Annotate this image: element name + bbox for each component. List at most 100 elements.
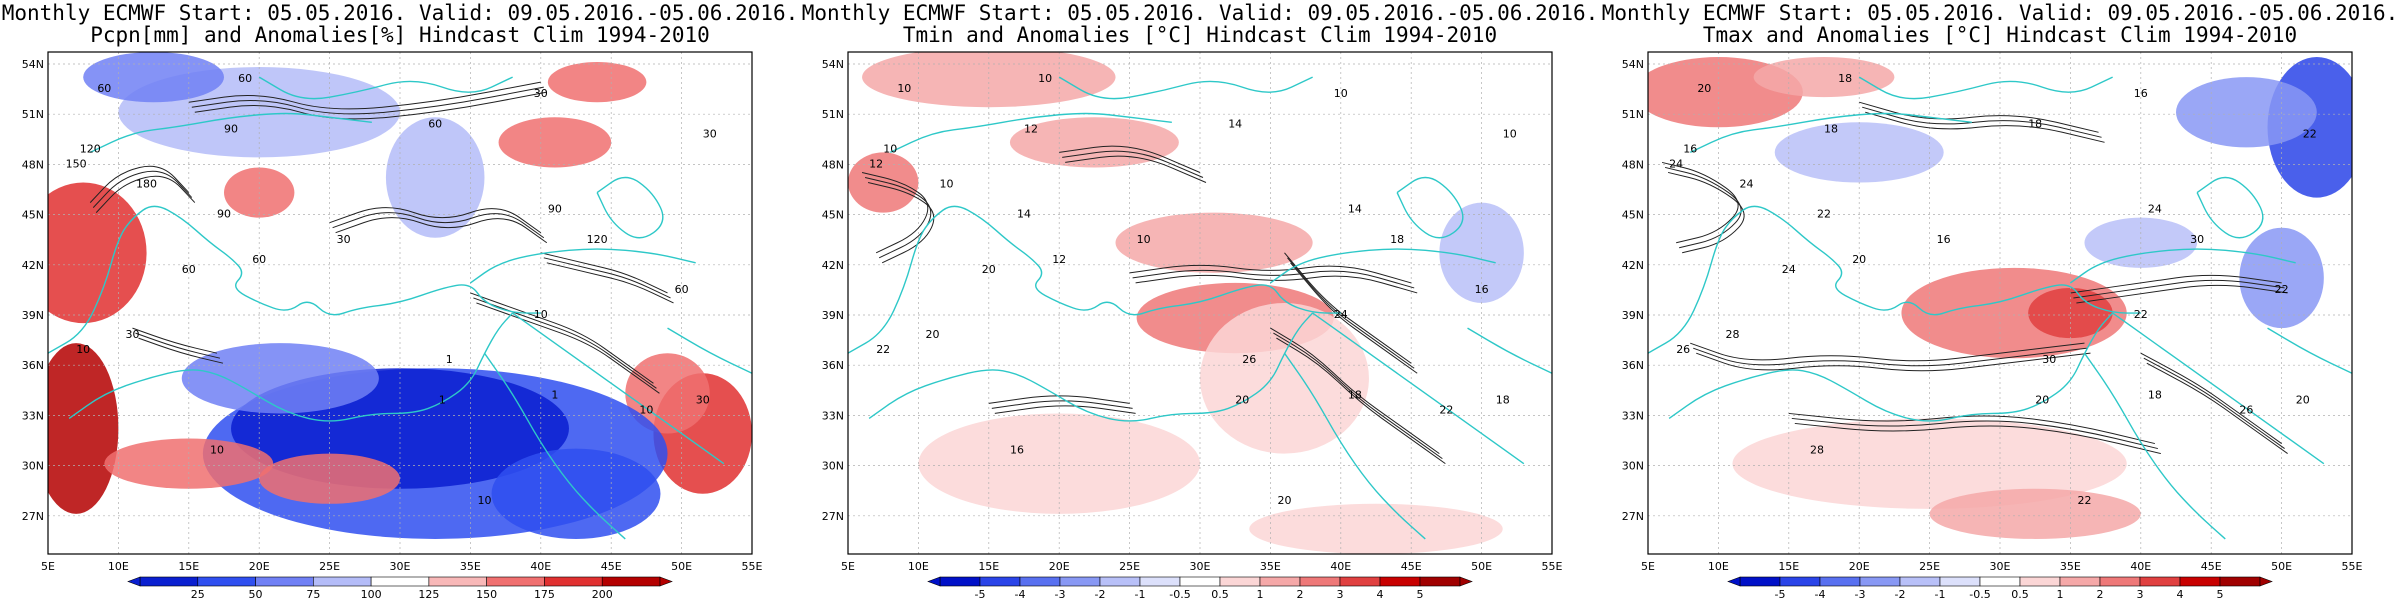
x-tick-label: 45E — [2201, 560, 2222, 573]
y-tick-label: 45N — [822, 209, 844, 222]
contour-label: 12 — [1052, 253, 1066, 266]
y-tick-label: 36N — [22, 359, 44, 372]
colorbar-segment — [1139, 576, 1181, 587]
contour-label: 30 — [2042, 353, 2056, 366]
colorbar-label: -2 — [1095, 588, 1106, 600]
contour-label: 30 — [337, 233, 351, 246]
contour-line — [1865, 111, 2105, 143]
x-tick-label: 45E — [601, 560, 622, 573]
x-tick-label: 45E — [1401, 560, 1422, 573]
anomaly-area — [48, 343, 119, 514]
coastline — [48, 205, 541, 354]
y-tick-label: 48N — [1622, 158, 1644, 171]
contour-line — [861, 171, 929, 254]
anomaly-area — [1753, 57, 1895, 98]
coastline — [68, 312, 514, 422]
contour-line — [994, 405, 1136, 414]
contour-line — [867, 181, 935, 264]
coastline — [1312, 312, 1525, 465]
map-tmax: 2018181624242220161816222430222428262230… — [1622, 51, 2363, 600]
contour-label: 150 — [66, 157, 87, 170]
contour-label: 90 — [217, 208, 231, 221]
colorbar-segment — [1939, 576, 1981, 587]
contour-line — [95, 175, 196, 213]
contour-label: 60 — [182, 263, 196, 276]
panel-title-line1: Monthly ECMWF Start: 05.05.2016. Valid: … — [801, 1, 1599, 25]
coastline — [667, 327, 752, 374]
coastline — [889, 112, 1172, 154]
anomaly-area — [547, 62, 647, 103]
x-tick-label: 30E — [1190, 560, 1211, 573]
colorbar-arrow-left — [927, 576, 941, 587]
coastline — [1668, 312, 2114, 422]
y-tick-label: 27N — [22, 510, 44, 523]
y-tick-label: 39N — [22, 309, 44, 322]
x-tick-label: 5E — [1641, 560, 1655, 573]
colorbar-label: 175 — [534, 588, 555, 600]
coastline — [868, 312, 1314, 422]
contour-label: 120 — [587, 233, 608, 246]
colorbar-segment — [1859, 576, 1901, 587]
contour-line — [2143, 357, 2285, 449]
colorbar-segment — [370, 576, 430, 587]
panel-tmin: Monthly ECMWF Start: 05.05.2016. Valid: … — [800, 0, 1600, 600]
contour-label: 24 — [1740, 178, 1754, 191]
contour-label: 18 — [2028, 117, 2042, 130]
anomaly-area — [48, 182, 147, 324]
contour-label: 10 — [1137, 233, 1151, 246]
contour-label: 120 — [80, 142, 101, 155]
contour-line — [1693, 347, 2088, 367]
colorbar-segment — [1179, 576, 1221, 587]
coastline — [1269, 248, 1496, 284]
y-tick-label: 48N — [22, 158, 44, 171]
contour-label: 18 — [2148, 388, 2162, 401]
colorbar-segment — [1819, 576, 1861, 587]
y-tick-label: 39N — [1622, 309, 1644, 322]
colorbar-label: -1 — [1135, 588, 1146, 600]
contour-line — [1065, 155, 1207, 183]
x-tick-label: 55E — [742, 560, 763, 573]
contour-line — [1287, 257, 1415, 369]
coastline — [848, 205, 1341, 354]
contours — [89, 81, 674, 394]
contour-label: 30 — [2190, 233, 2204, 246]
y-tick-label: 51N — [1622, 108, 1644, 121]
colorbar-segment — [979, 576, 1021, 587]
x-tick-label: 40E — [1330, 560, 1351, 573]
map-tmin: 1010121012101412101410101418162020222426… — [822, 51, 1563, 600]
contour-label: 18 — [1390, 233, 1404, 246]
y-tick-label: 36N — [822, 359, 844, 372]
contour-line — [92, 170, 193, 208]
colorbar: -5 -4 -3 -2 -1 -0.5 0.5 1 2 3 4 5 — [1727, 576, 2273, 600]
contour-line — [1661, 161, 1739, 244]
contour-line — [546, 262, 674, 304]
colorbar-arrow-left — [127, 576, 141, 587]
colorbar-segment — [1779, 576, 1821, 587]
contour-label: 16 — [1475, 283, 1489, 296]
y-tick-label: 30N — [1622, 460, 1644, 473]
colorbar: 25 50 75 100 125 150 175 200 — [127, 576, 673, 600]
x-tick-label: 30E — [1990, 560, 2011, 573]
contour-label: 60 — [252, 253, 266, 266]
contour-label: 10 — [1334, 87, 1348, 100]
contour-line — [2073, 279, 2285, 299]
x-tick-label: 20E — [249, 560, 270, 573]
colorbar-segment — [313, 576, 372, 587]
colorbar-arrow-right — [659, 576, 673, 587]
panel-title-line1: Monthly ECMWF Start: 05.05.2016. Valid: … — [1601, 1, 2399, 25]
colorbar-segment — [1299, 576, 1341, 587]
contour-label: 22 — [2134, 308, 2148, 321]
contour-label: 22 — [2077, 494, 2091, 507]
x-tick-label: 55E — [2342, 560, 2363, 573]
colorbar-segment — [1899, 576, 1941, 587]
contour-line — [1791, 417, 2158, 450]
y-tick-label: 39N — [822, 309, 844, 322]
y-tick-label: 30N — [22, 460, 44, 473]
x-tick-label: 35E — [2060, 560, 2081, 573]
colorbar-label: -4 — [1015, 588, 1026, 600]
colorbar-segment — [939, 576, 981, 587]
contour-label: 10 — [883, 142, 897, 155]
anomaly-area — [625, 353, 710, 434]
panel-title-line1: Monthly ECMWF Start: 05.05.2016. Valid: … — [1, 1, 799, 25]
x-tick-label: 5E — [841, 560, 855, 573]
